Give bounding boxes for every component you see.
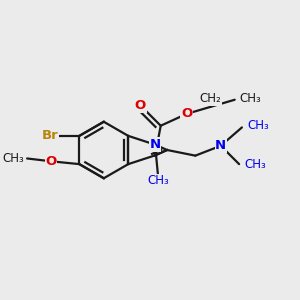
- Text: CH₃: CH₃: [239, 92, 261, 105]
- Text: N: N: [149, 138, 161, 151]
- Text: Br: Br: [41, 129, 58, 142]
- Text: O: O: [46, 155, 57, 168]
- Text: CH₃: CH₃: [147, 174, 169, 187]
- Text: CH₃: CH₃: [2, 152, 24, 165]
- Text: N: N: [215, 139, 226, 152]
- Text: CH₃: CH₃: [244, 158, 266, 171]
- Text: O: O: [135, 99, 146, 112]
- Text: CH₃: CH₃: [247, 119, 269, 133]
- Text: O: O: [181, 107, 192, 120]
- Text: CH₂: CH₂: [200, 92, 222, 105]
